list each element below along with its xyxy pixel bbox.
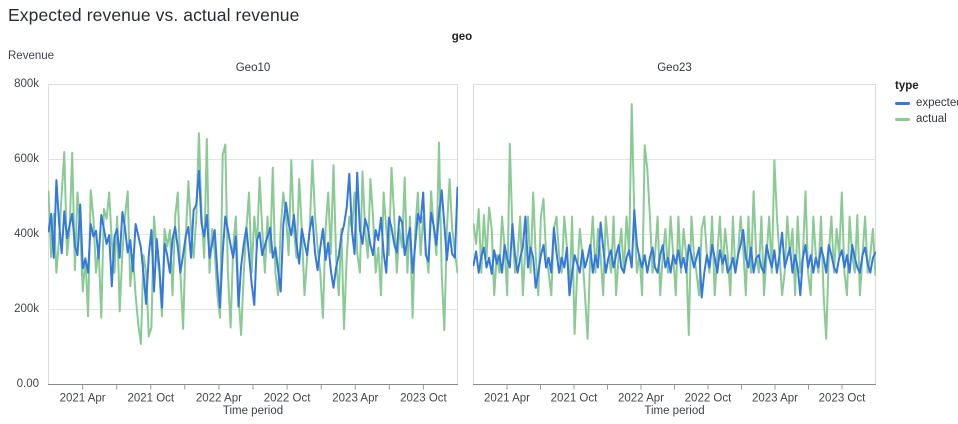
facet-field-title: geo <box>451 31 473 43</box>
facet-label-geo23: Geo23 <box>657 62 692 74</box>
svg-text:2021 Apr: 2021 Apr <box>484 393 530 405</box>
y-tick-label: 0.00 <box>16 378 39 390</box>
svg-text:2021 Oct: 2021 Oct <box>551 393 598 405</box>
facet-label-geo10: Geo10 <box>235 62 271 74</box>
actual-series-line <box>48 132 458 345</box>
svg-text:2022 Apr: 2022 Apr <box>618 393 664 405</box>
legend-item-expected[interactable]: expected <box>895 97 958 109</box>
expected-line-swatch-icon <box>895 101 910 105</box>
geo10-chart[interactable]: 2021 Apr 2021 Oct 2022 Apr 2022 Oct 2023 Apr… <box>48 84 458 405</box>
svg-text:2023 Oct: 2023 Oct <box>819 393 866 405</box>
svg-text:2021 Apr: 2021 Apr <box>60 393 106 405</box>
geo23-plot[interactable]: 2021 Apr 2021 Oct 2022 Apr 2022 Oct 2023 Apr… <box>473 84 876 417</box>
page-title: Expected revenue vs. actual revenue <box>8 5 300 25</box>
legend-item-actual[interactable]: actual <box>895 113 958 125</box>
y-tick-label: 600k <box>14 153 39 165</box>
actual-series-line <box>473 103 876 340</box>
y-axis-tick-labels: 0.00 200k 400k 600k 800k <box>0 78 44 390</box>
svg-text:2021 Oct: 2021 Oct <box>127 393 174 405</box>
legend-item-label: expected <box>916 97 958 109</box>
svg-text:2022 Oct: 2022 Oct <box>685 393 732 405</box>
svg-text:2022 Apr: 2022 Apr <box>196 393 242 405</box>
x-axis-title: Time period <box>644 405 705 417</box>
expected-series-line <box>473 209 876 299</box>
legend-item-label: actual <box>916 113 947 125</box>
actual-line-swatch-icon <box>895 117 910 121</box>
y-tick-label: 200k <box>14 303 39 315</box>
y-tick-label: 800k <box>14 78 39 90</box>
svg-text:2023 Apr: 2023 Apr <box>332 393 378 405</box>
svg-text:2022 Oct: 2022 Oct <box>264 393 311 405</box>
x-axis-title: Time period <box>222 405 284 417</box>
y-tick-label: 400k <box>14 228 39 240</box>
geo10-plot[interactable]: 2021 Apr 2021 Oct 2022 Apr 2022 Oct 2023 Apr… <box>48 84 458 417</box>
legend: type expected actual <box>895 80 958 129</box>
y-axis-title: Revenue <box>8 50 55 62</box>
svg-text:2023 Apr: 2023 Apr <box>752 393 798 405</box>
svg-text:2023 Oct: 2023 Oct <box>400 393 447 405</box>
legend-title: type <box>895 80 919 92</box>
geo23-chart[interactable]: 2021 Apr 2021 Oct 2022 Apr 2022 Oct 2023 Apr… <box>473 84 876 405</box>
expected-series-line <box>48 169 458 309</box>
